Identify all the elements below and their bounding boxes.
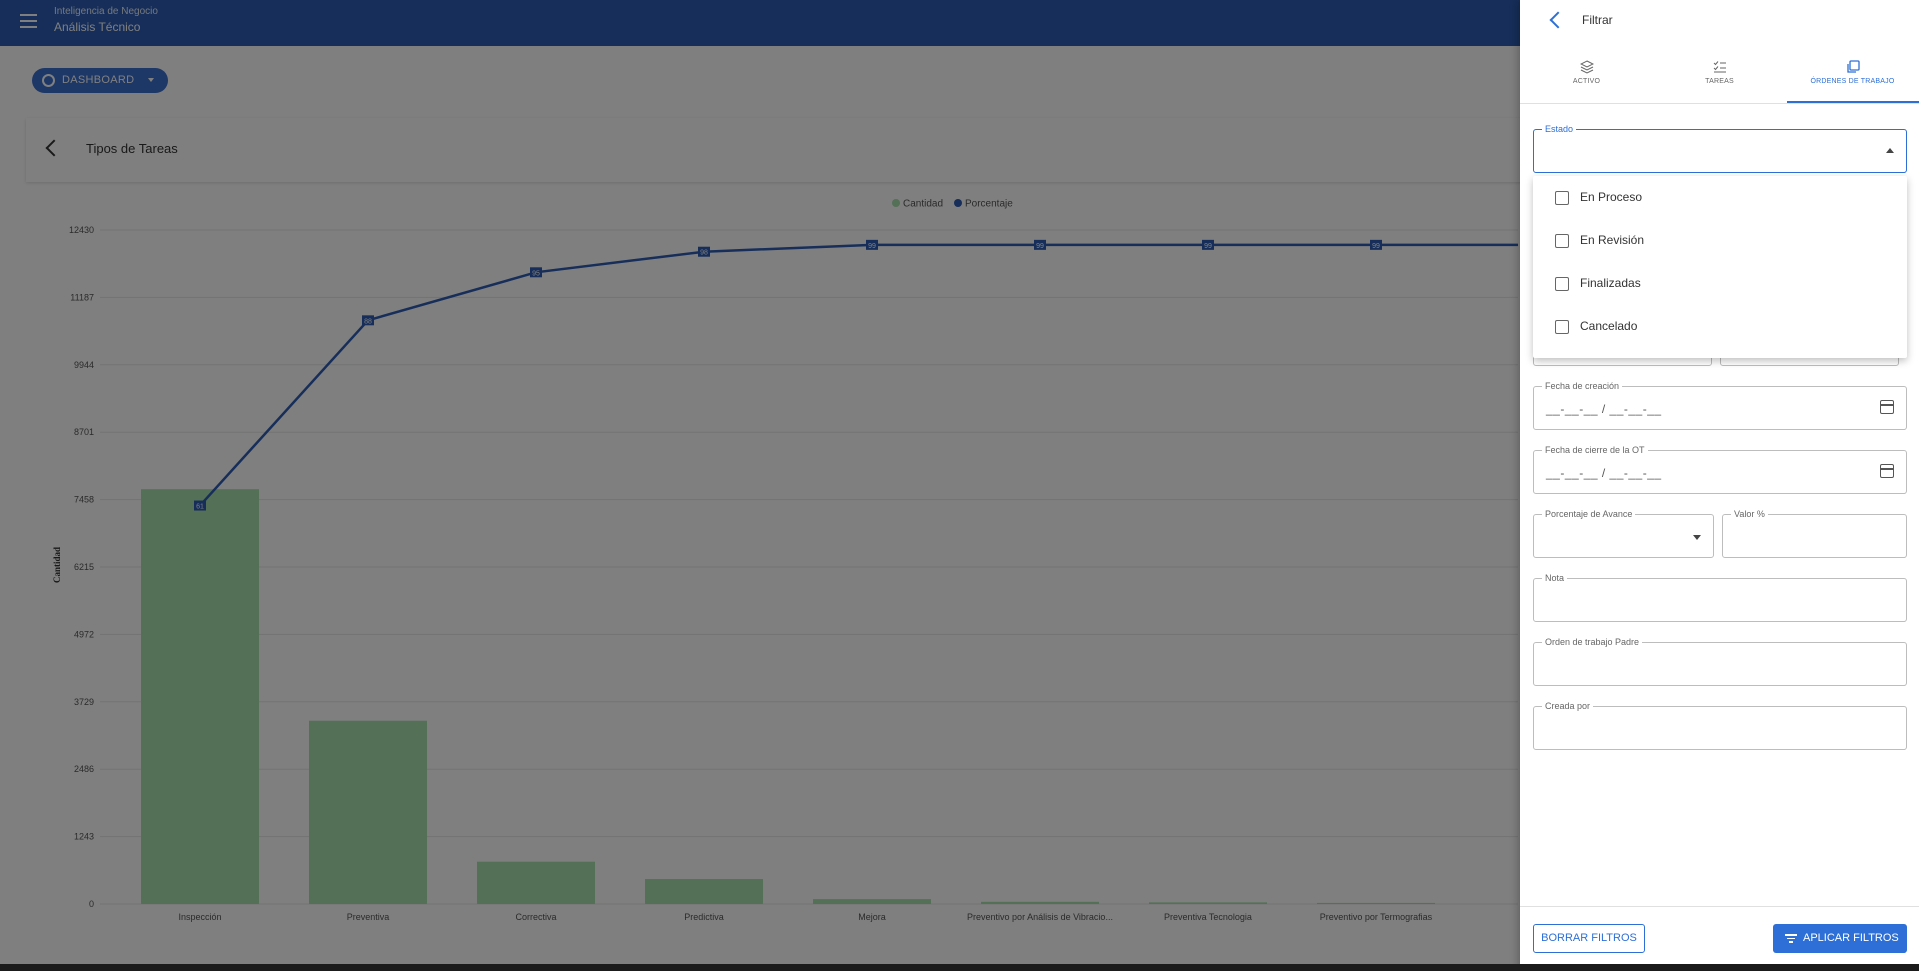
filter-icon xyxy=(1785,934,1797,943)
chevron-down-icon xyxy=(1693,535,1701,540)
porcentaje-avance-select[interactable]: Porcentaje de Avance xyxy=(1533,509,1714,558)
checkbox[interactable] xyxy=(1555,191,1569,205)
checkbox[interactable] xyxy=(1555,234,1569,248)
tab-label: ACTIVO xyxy=(1572,78,1601,85)
estado-option[interactable]: En Proceso xyxy=(1533,176,1907,219)
estado-option[interactable]: Finalizadas xyxy=(1533,262,1907,305)
modal-overlay[interactable] xyxy=(0,0,1520,971)
os-taskbar xyxy=(0,964,1919,971)
calendar-icon[interactable] xyxy=(1880,400,1894,414)
filter-tabs: ACTIVO TAREAS ÓRDENES DE TRABAJO xyxy=(1520,56,1919,104)
option-label: Finalizadas xyxy=(1580,276,1641,290)
estado-label: Estado xyxy=(1542,124,1577,134)
estado-select[interactable]: Estado xyxy=(1533,124,1907,173)
copy-icon xyxy=(1846,60,1860,73)
orden-padre-label: Orden de trabajo Padre xyxy=(1542,637,1643,647)
apply-filters-label: APLICAR FILTROS xyxy=(1803,932,1899,944)
tab-label: ÓRDENES DE TRABAJO xyxy=(1810,78,1895,85)
tab-tareas[interactable]: TAREAS xyxy=(1653,56,1786,104)
clear-filters-button[interactable]: BORRAR FILTROS xyxy=(1533,924,1645,953)
chevron-up-icon xyxy=(1886,148,1894,153)
checkbox[interactable] xyxy=(1555,320,1569,334)
layers-icon xyxy=(1579,60,1594,74)
porcentaje-avance-label: Porcentaje de Avance xyxy=(1542,509,1636,519)
valor-input[interactable]: Valor % xyxy=(1722,509,1907,558)
tab-label: TAREAS xyxy=(1705,78,1734,85)
option-label: En Revisión xyxy=(1580,233,1645,247)
fecha-cierre-label: Fecha de cierre de la OT xyxy=(1542,445,1648,455)
back-icon[interactable] xyxy=(1549,11,1567,29)
drawer-footer: BORRAR FILTROS APLICAR FILTROS xyxy=(1520,906,1919,971)
tab-activo[interactable]: ACTIVO xyxy=(1520,56,1653,104)
fecha-cierre-field[interactable]: Fecha de cierre de la OT __-__-__ / __-_… xyxy=(1533,445,1907,494)
estado-option[interactable]: Cancelado xyxy=(1533,305,1907,348)
nota-input[interactable]: Nota xyxy=(1533,573,1907,622)
checkbox[interactable] xyxy=(1555,277,1569,291)
option-label: En Proceso xyxy=(1580,190,1643,204)
creada-por-input[interactable]: Creada por xyxy=(1533,701,1907,750)
creada-por-label: Creada por xyxy=(1542,701,1594,711)
tab-ordenes-de-trabajo[interactable]: ÓRDENES DE TRABAJO xyxy=(1786,56,1919,104)
fecha-cierre-value: __-__-__ / __-__-__ xyxy=(1546,466,1662,480)
tab-indicator xyxy=(1787,101,1919,103)
fecha-creacion-value: __-__-__ / __-__-__ xyxy=(1546,402,1662,416)
option-label: Cancelado xyxy=(1580,319,1638,333)
fecha-creacion-field[interactable]: Fecha de creación __-__-__ / __-__-__ xyxy=(1533,381,1907,430)
fecha-creacion-label: Fecha de creación xyxy=(1542,381,1623,391)
orden-padre-input[interactable]: Orden de trabajo Padre xyxy=(1533,637,1907,686)
drawer-title: Filtrar xyxy=(1582,13,1613,27)
valor-label: Valor % xyxy=(1731,509,1768,519)
checklist-icon xyxy=(1713,61,1726,73)
apply-filters-button[interactable]: APLICAR FILTROS xyxy=(1773,924,1907,953)
filter-drawer: Filtrar ACTIVO TAREAS ÓRDENES DE TRABAJO… xyxy=(1520,0,1919,971)
calendar-icon[interactable] xyxy=(1880,464,1894,478)
nota-label: Nota xyxy=(1542,573,1568,583)
estado-option[interactable]: En Revisión xyxy=(1533,219,1907,262)
estado-dropdown: En Proceso En Revisión Finalizadas Cance… xyxy=(1533,176,1907,358)
